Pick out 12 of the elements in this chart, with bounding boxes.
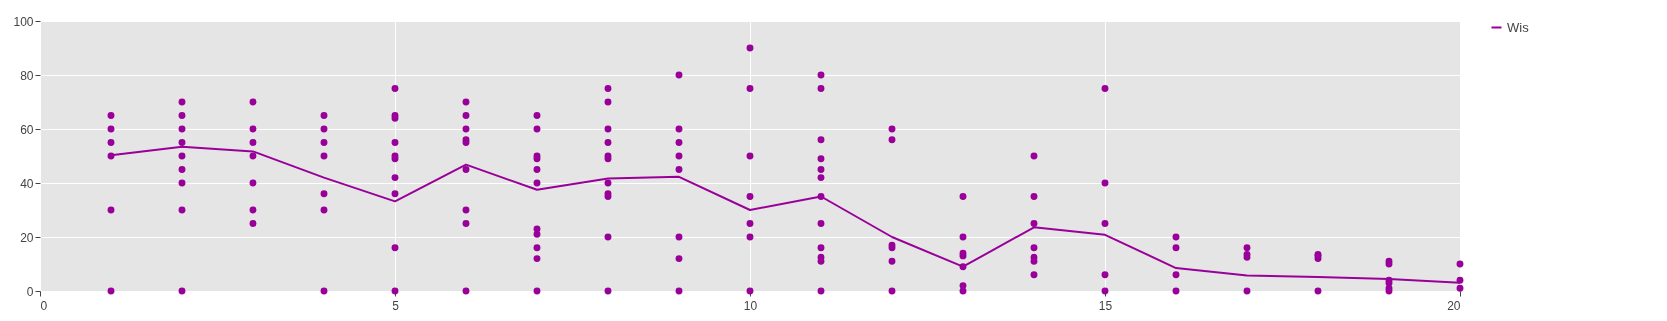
y-tick-label: 100	[13, 14, 34, 29]
y-tick-label: 0	[26, 284, 34, 299]
x-tick-label: 20	[1447, 298, 1461, 313]
legend-label: Wis	[1507, 19, 1530, 35]
x-tick-label: 10	[743, 298, 758, 313]
y-tick-label: 80	[20, 68, 34, 83]
x-tick-label: 15	[1098, 298, 1113, 313]
x-tick-label: 5	[392, 298, 400, 313]
x-tick-label: 0	[40, 298, 48, 313]
y-tick-label: 20	[20, 230, 34, 245]
y-tick-label: 60	[20, 122, 34, 137]
y-tick-label: 40	[20, 176, 34, 191]
